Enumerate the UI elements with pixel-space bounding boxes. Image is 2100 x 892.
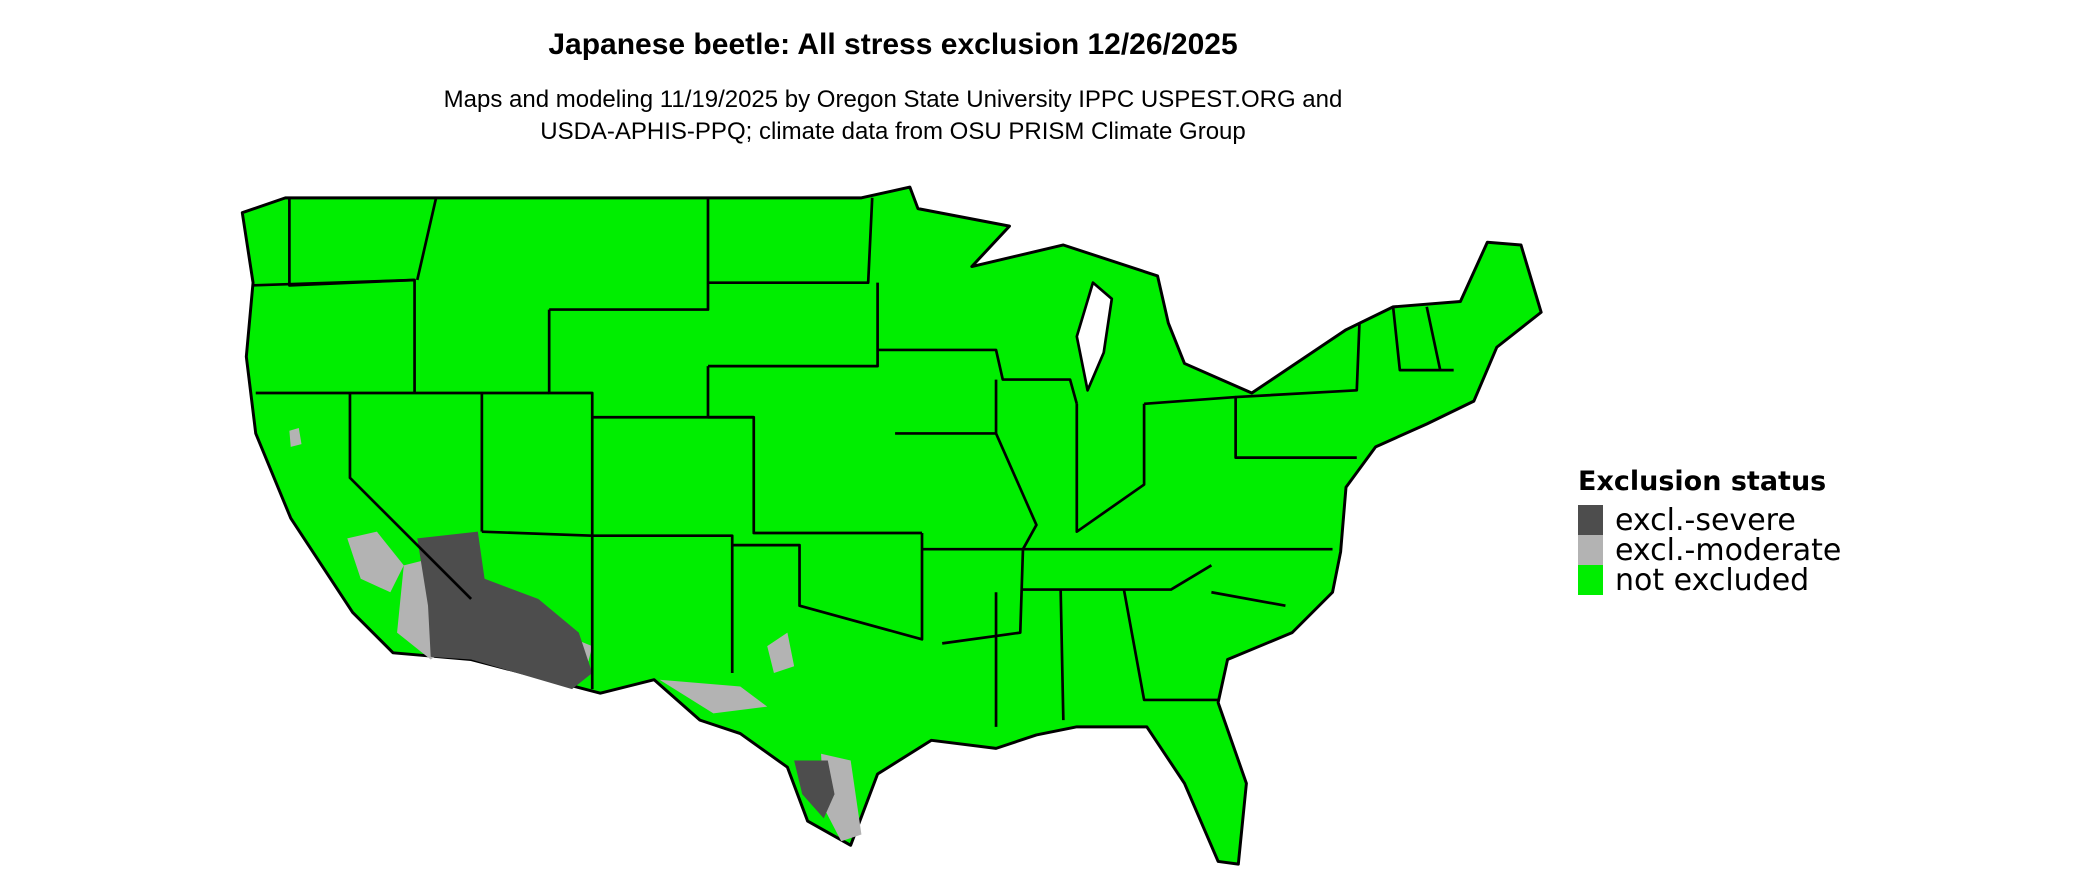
legend-item-severe: excl.-severe [1578,502,1841,538]
legend-label: excl.-severe [1615,502,1796,538]
subtitle-line-2: USDA-APHIS-PPQ; climate data from OSU PR… [540,118,1246,145]
legend: Exclusion status excl.-severe excl.-mode… [1578,466,1842,598]
legend-title: Exclusion status [1578,466,1827,497]
legend-label: excl.-moderate [1615,532,1842,568]
legend-item-not-excluded: not excluded [1578,562,1841,598]
legend-item-moderate: excl.-moderate [1578,532,1842,568]
lake-michigan [1075,281,1114,392]
legend-label: not excluded [1615,562,1810,598]
legend-swatch-moderate [1578,535,1603,565]
subtitle-line-1: Maps and modeling 11/19/2025 by Oregon S… [443,86,1343,113]
map-subtitle: Maps and modeling 11/19/2025 by Oregon S… [0,84,1786,148]
legend-swatch-severe [1578,505,1603,535]
us-landmass [240,185,1543,866]
legend-swatch-not-excluded [1578,565,1603,595]
state-borders [253,197,1454,727]
map-title: Japanese beetle: All stress exclusion 12… [548,28,1238,61]
excl-severe-areas [417,531,835,819]
